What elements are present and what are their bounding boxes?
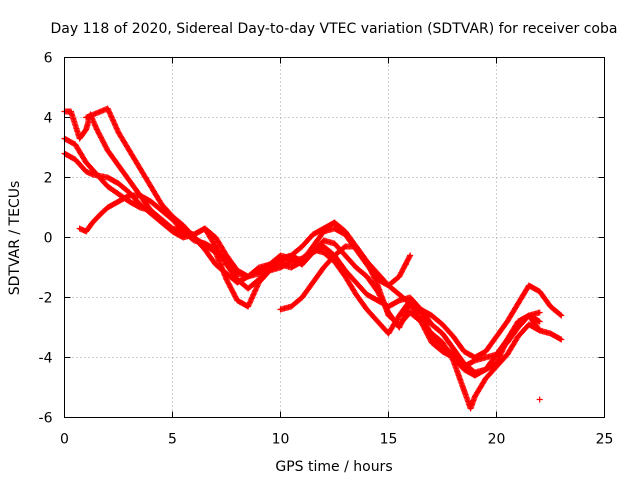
x-tick-label: 20 — [488, 432, 506, 448]
plot-frame — [64, 57, 605, 418]
y-axis-label: SDTVAR / TECUs — [7, 181, 23, 296]
x-axis-label: GPS time / hours — [275, 459, 392, 475]
data-points — [61, 105, 565, 412]
x-tick-label: 5 — [168, 432, 177, 448]
y-tick-label: 6 — [44, 51, 53, 67]
y-tick-label: 0 — [44, 231, 53, 247]
y-tick-label: -4 — [39, 351, 53, 367]
grid-lines — [64, 57, 605, 418]
x-tick-label: 10 — [272, 432, 290, 448]
x-tick-label: 25 — [596, 432, 614, 448]
y-tick-label: 2 — [44, 171, 53, 187]
x-tick-label: 0 — [60, 432, 69, 448]
series-trace-5 — [76, 192, 414, 289]
y-tick-label: -6 — [39, 411, 53, 427]
y-tick-label: -2 — [39, 291, 53, 307]
axis-ticks: 0 5 10 15 20 25 -6 -4 -2 0 2 4 6 — [39, 51, 614, 448]
chart-title: Day 118 of 2020, Sidereal Day-to-day VTE… — [51, 21, 618, 37]
series-trace-6 — [277, 243, 543, 379]
y-tick-label: 4 — [44, 111, 53, 127]
series-isolated-points — [402, 252, 543, 403]
x-tick-label: 15 — [380, 432, 398, 448]
